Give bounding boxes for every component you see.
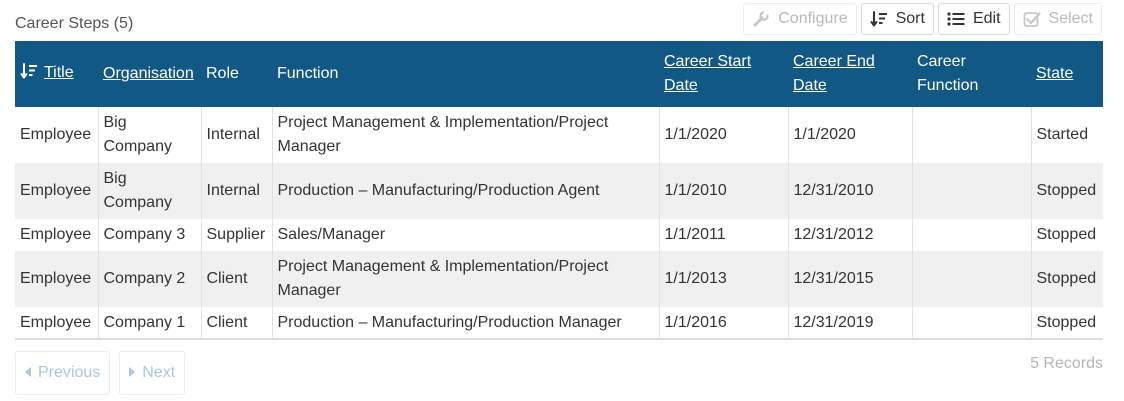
column-header-career-function: Career Function	[912, 41, 1031, 107]
sort-descending-icon	[870, 10, 888, 28]
cell-title: Employee	[20, 226, 92, 243]
column-header-organisation-label: Organisation	[103, 65, 194, 82]
column-header-career-start-date-label: Career Start Date	[664, 53, 752, 94]
column-header-career-function-label: Career Function	[917, 53, 979, 94]
cell-state: Stopped	[1030, 163, 1103, 219]
cell-career-start-date: 1/1/2013	[658, 251, 788, 307]
cell-role: Supplier	[200, 219, 272, 251]
select-button[interactable]: Select	[1013, 3, 1102, 35]
cell-organisation: Company 1	[97, 307, 201, 339]
table-row[interactable]: Employee Company 1 Client Production – M…	[15, 307, 1103, 339]
column-header-title-label: Title	[44, 63, 74, 81]
cell-career-end-date: 12/31/2019	[787, 307, 912, 339]
wrench-icon	[752, 10, 770, 28]
configure-button[interactable]: Configure	[743, 3, 857, 35]
list-icon	[947, 11, 965, 27]
column-header-state[interactable]: State	[1031, 41, 1103, 107]
table-header-row: Title Organisation Role Function Career …	[15, 41, 1103, 107]
cell-career-end-date: 12/31/2012	[787, 219, 912, 251]
next-button[interactable]: Next	[119, 351, 186, 395]
previous-label: Previous	[38, 364, 101, 381]
sort-descending-icon	[20, 62, 38, 88]
cell-state: Stopped	[1030, 219, 1103, 251]
column-header-function-label: Function	[277, 65, 339, 82]
cell-career-function	[911, 107, 1031, 163]
toolbar: Configure Sort Edit	[743, 3, 1102, 35]
next-label: Next	[142, 364, 176, 381]
cell-career-function	[911, 219, 1031, 251]
cell-title: Employee	[20, 182, 92, 199]
cell-function: Sales/Manager	[271, 219, 659, 251]
cell-title: Employee	[20, 126, 92, 143]
cell-role: Internal	[200, 163, 272, 219]
cell-career-start-date: 1/1/2016	[658, 307, 788, 339]
cell-career-start-date: 1/1/2011	[658, 219, 788, 251]
cell-function: Production – Manufacturing/Production Ag…	[271, 163, 659, 219]
cell-title: Employee	[20, 270, 92, 287]
cell-organisation: Big Company	[97, 163, 201, 219]
cell-career-function	[911, 163, 1031, 219]
cell-function: Project Management & Implementation/Proj…	[271, 251, 659, 307]
column-header-career-start-date[interactable]: Career Start Date	[659, 41, 788, 107]
column-header-function: Function	[272, 41, 659, 107]
edit-label: Edit	[972, 10, 1001, 27]
cell-organisation: Big Company	[97, 107, 201, 163]
table-row[interactable]: Employee Company 3 Supplier Sales/Manage…	[15, 219, 1103, 251]
column-header-role: Role	[201, 41, 272, 107]
cell-state: Stopped	[1030, 251, 1103, 307]
panel-title: Career Steps (5)	[15, 15, 134, 32]
career-steps-table: Title Organisation Role Function Career …	[15, 41, 1103, 340]
column-header-career-end-date[interactable]: Career End Date	[788, 41, 912, 107]
cell-function: Production – Manufacturing/Production Ma…	[271, 307, 659, 339]
column-header-role-label: Role	[206, 65, 239, 82]
cell-organisation: Company 2	[97, 251, 201, 307]
checkbox-icon	[1023, 10, 1041, 28]
cell-career-end-date: 12/31/2015	[787, 251, 912, 307]
cell-role: Client	[200, 251, 272, 307]
select-label: Select	[1048, 10, 1093, 27]
cell-career-function	[911, 307, 1031, 339]
cell-career-function	[911, 251, 1031, 307]
cell-career-end-date: 12/31/2010	[787, 163, 912, 219]
edit-button[interactable]: Edit	[937, 3, 1010, 35]
pagination: Previous Next	[15, 351, 186, 395]
previous-button[interactable]: Previous	[15, 351, 111, 395]
column-header-career-end-date-label: Career End Date	[793, 53, 875, 94]
table-row[interactable]: Employee Big Company Internal Production…	[15, 163, 1103, 219]
record-count: 5 Records	[1030, 355, 1103, 372]
cell-state: Stopped	[1030, 307, 1103, 339]
cell-career-start-date: 1/1/2020	[658, 107, 788, 163]
cell-career-end-date: 1/1/2020	[787, 107, 912, 163]
table-row[interactable]: Employee Company 2 Client Project Manage…	[15, 251, 1103, 307]
sort-label: Sort	[895, 10, 925, 27]
cell-role: Internal	[200, 107, 272, 163]
sort-button[interactable]: Sort	[860, 3, 934, 35]
caret-right-icon	[129, 364, 136, 382]
cell-function: Project Management & Implementation/Proj…	[271, 107, 659, 163]
column-header-title[interactable]: Title	[15, 41, 98, 107]
cell-organisation: Company 3	[97, 219, 201, 251]
cell-title: Employee	[20, 313, 92, 331]
cell-state: Started	[1030, 107, 1103, 163]
configure-label: Configure	[778, 10, 848, 27]
cell-career-start-date: 1/1/2010	[658, 163, 788, 219]
cell-role: Client	[200, 307, 272, 339]
column-header-state-label: State	[1036, 65, 1074, 82]
column-header-organisation[interactable]: Organisation	[98, 41, 201, 107]
table-row[interactable]: Employee Big Company Internal Project Ma…	[15, 107, 1103, 163]
caret-left-icon	[25, 364, 31, 382]
